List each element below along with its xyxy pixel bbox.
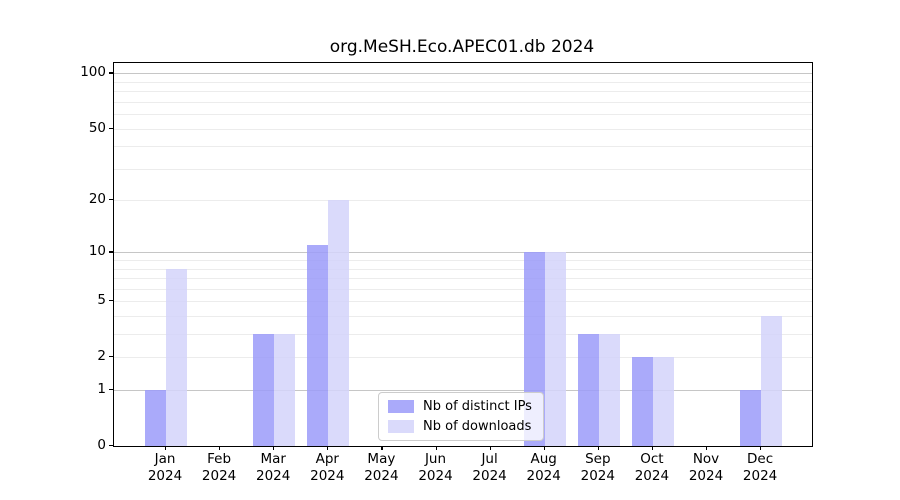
x-tick-label: Mar 2024 (256, 451, 291, 484)
gridline-minor (114, 114, 812, 116)
x-tick-mark (651, 446, 654, 450)
y-tick-mark (109, 445, 113, 447)
bar-downloads-dec (761, 316, 783, 446)
plot-area: Nb of distinct IPs Nb of downloads (113, 62, 813, 447)
x-tick-label: Apr 2024 (310, 451, 345, 484)
y-tick-label: 5 (97, 292, 106, 309)
x-tick-mark (543, 446, 545, 450)
gridline-minor (114, 316, 812, 318)
x-tick-mark (381, 446, 383, 450)
legend-item-downloads: Nb of downloads (388, 419, 532, 434)
x-tick-label: Sep 2024 (580, 451, 615, 484)
bar-downloads-sep (598, 334, 620, 446)
legend-swatch-distinct-ips (388, 400, 414, 413)
y-tick-label: 1 (97, 381, 106, 397)
legend-label-distinct-ips: Nb of distinct IPs (423, 399, 532, 414)
gridline-minor (114, 268, 812, 270)
gridline-minor (114, 200, 812, 202)
bar-downloads-apr (328, 200, 350, 446)
gridline-minor (114, 81, 812, 83)
x-tick-mark (489, 446, 491, 450)
bar-distinct-ips-mar (253, 334, 275, 446)
x-tick-mark (597, 446, 599, 450)
bar-downloads-oct (652, 357, 674, 446)
x-tick-mark (219, 446, 221, 450)
y-tick-label: 20 (88, 191, 106, 208)
y-tick-mark (109, 199, 113, 201)
y-tick-label: 100 (80, 64, 106, 81)
x-tick-label: Dec 2024 (742, 451, 778, 484)
x-tick-mark (273, 446, 275, 450)
y-tick-mark (109, 300, 113, 302)
gridline-minor (114, 260, 812, 262)
chart-title: org.MeSH.Eco.APEC01.db 2024 (329, 37, 595, 57)
bar-downloads-aug (544, 252, 566, 446)
gridline-minor (114, 301, 812, 303)
legend-item-distinct-ips: Nb of distinct IPs (388, 399, 532, 414)
x-tick-label: Jun 2024 (418, 451, 453, 484)
bar-distinct-ips-apr (307, 245, 329, 446)
y-tick-label: 10 (88, 243, 106, 260)
y-tick-mark (109, 389, 113, 391)
gridline-minor (114, 288, 812, 290)
bar-distinct-ips-dec (740, 390, 762, 446)
x-tick-mark (706, 446, 708, 450)
bar-distinct-ips-jan (145, 390, 166, 446)
x-tick-label: Aug 2024 (526, 451, 561, 484)
gridline-minor (114, 357, 812, 359)
y-tick-mark (109, 356, 113, 358)
x-tick-mark (435, 446, 437, 450)
x-tick-label: Jul 2024 (472, 451, 507, 484)
x-tick-label: Feb 2024 (201, 451, 237, 484)
y-tick-label: 50 (88, 119, 106, 136)
gridline-minor (114, 101, 812, 103)
y-tick-label: 0 (97, 437, 106, 453)
gridline-major (114, 73, 812, 75)
legend: Nb of distinct IPs Nb of downloads (378, 392, 544, 441)
gridline-minor (114, 146, 812, 148)
x-tick-label: Jan 2024 (147, 451, 183, 484)
gridline-minor (114, 91, 812, 93)
x-tick-label: Oct 2024 (634, 451, 670, 484)
y-tick-mark (109, 251, 113, 253)
gridline-minor (114, 334, 812, 336)
x-tick-label: Nov 2024 (688, 451, 724, 484)
bar-distinct-ips-sep (577, 334, 599, 446)
bar-downloads-jan (166, 268, 187, 446)
legend-label-downloads: Nb of downloads (423, 419, 532, 434)
gridline-minor (114, 278, 812, 280)
bar-distinct-ips-oct (631, 357, 653, 446)
y-tick-mark (109, 127, 113, 129)
gridline-minor (114, 128, 812, 130)
x-tick-label: May 2024 (364, 451, 399, 484)
legend-swatch-downloads (388, 420, 414, 433)
gridline-minor (114, 168, 812, 170)
x-tick-mark (165, 446, 167, 450)
y-tick-mark (109, 72, 113, 74)
x-tick-mark (760, 446, 762, 450)
x-tick-mark (327, 446, 329, 450)
gridline-major (114, 252, 812, 254)
y-tick-label: 2 (97, 348, 106, 365)
gridline-major (114, 390, 812, 391)
bar-downloads-mar (274, 334, 296, 446)
